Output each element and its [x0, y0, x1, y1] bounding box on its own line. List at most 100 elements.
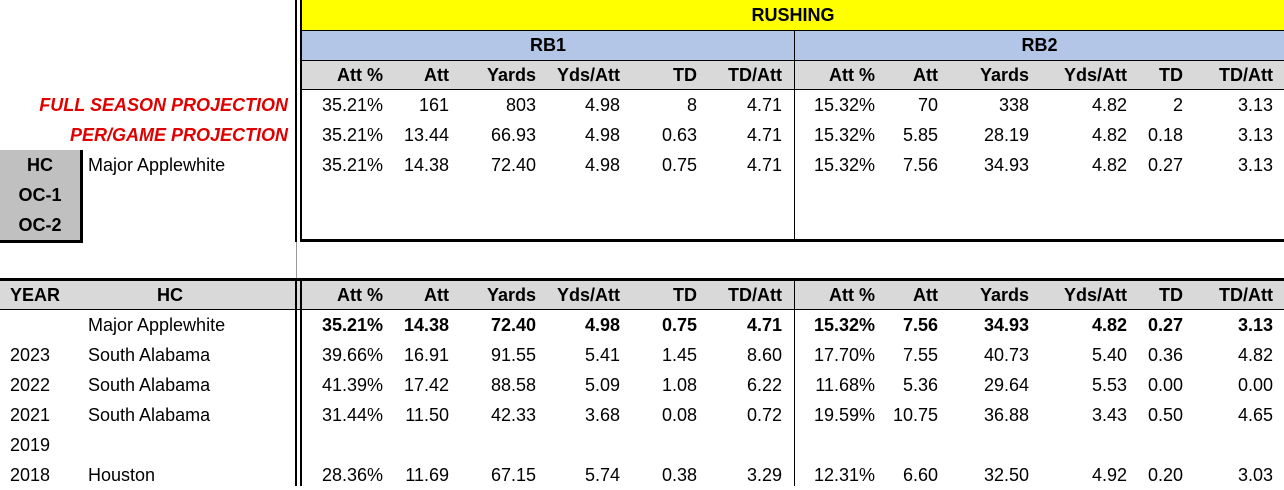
rb1-td-value: 0.75 — [661, 155, 697, 175]
rb1-yards-value: 88.58 — [490, 375, 536, 395]
rb1-att-value: 11.69 — [405, 465, 449, 485]
rb1-att-value: 17.42 — [403, 375, 449, 395]
history-head-coach — [88, 430, 300, 460]
rb1-yards-value: 67.15 — [490, 465, 536, 485]
rb2-td-value: 0.27 — [1147, 155, 1183, 175]
rb2-yards-value: 28.19 — [983, 125, 1029, 145]
rb2-att-pct-value: 19.59% — [813, 405, 875, 425]
rb2-yards-value — [939, 430, 1029, 460]
rb2-col-header-att: Att — [913, 285, 938, 305]
rb1-att-value: 16.91 — [403, 345, 449, 365]
rb2-yds-per-att-value: 4.82 — [1091, 125, 1127, 145]
oc1-role-label: OC-1 — [18, 185, 62, 205]
rb1-att-value — [359, 430, 449, 460]
rb1-td-value: 0.08 — [661, 405, 697, 425]
top-table-bottom-border — [300, 239, 1284, 242]
rb1-att-value: 14.38 — [403, 315, 449, 335]
rb1-td-value: 1.08 — [661, 375, 697, 395]
rb2-att-pct-value: 17.70% — [813, 345, 875, 365]
history-year: 2018 — [10, 465, 51, 485]
rb1-header: RB1 — [529, 35, 566, 55]
hc-column-header: HC — [157, 285, 183, 305]
rb1-att-value: 13.44 — [403, 125, 449, 145]
rb1-att-value: 161 — [418, 95, 449, 115]
rb1-col-header-att-pct: Att % — [337, 285, 383, 305]
rb1-td-per-att-value: 4.71 — [746, 155, 782, 175]
rb1-yards-value: 72.40 — [490, 315, 536, 335]
history-top-border — [0, 278, 1284, 281]
projection-label: PER/GAME PROJECTION — [69, 125, 288, 145]
rb2-td-value — [1093, 430, 1183, 460]
rb2-yards-value: 32.50 — [983, 465, 1029, 485]
rb2-att-pct-value: 15.32% — [813, 315, 875, 335]
rb1-td-per-att-value: 4.71 — [746, 95, 782, 115]
rb1-td-per-att-value: 4.71 — [746, 315, 782, 335]
main-divider-left — [295, 0, 297, 242]
rb1-td-per-att-value: 6.22 — [746, 375, 782, 395]
rb1-col-header-yds-per-att: Yds/Att — [557, 285, 620, 305]
rb1-yds-per-att-value: 3.68 — [584, 405, 620, 425]
rb2-td-value: 0.18 — [1147, 125, 1183, 145]
rb2-col-header-att-pct: Att % — [829, 285, 875, 305]
rb1-col-header-td-per-att: TD/Att — [728, 65, 782, 85]
rb1-td-value — [607, 430, 697, 460]
rb2-att-pct-value: 15.32% — [813, 155, 875, 175]
rb2-td-value: 0.20 — [1147, 465, 1183, 485]
rb2-col-header-yds-per-att: Yds/Att — [1064, 65, 1127, 85]
history-head-coach: South Alabama — [88, 405, 211, 425]
rb2-yards-value: 36.88 — [983, 405, 1029, 425]
rb1-att-pct-value: 35.21% — [321, 95, 383, 115]
rb1-att-pct-value: 35.21% — [321, 155, 383, 175]
coach-role-box — [0, 150, 83, 243]
rb2-td-per-att-value: 3.13 — [1237, 95, 1273, 115]
rb1-td-value: 0.75 — [661, 315, 697, 335]
rb2-td-value: 2 — [1172, 95, 1183, 115]
rb1-att-value: 11.50 — [405, 405, 449, 425]
rb2-col-header-att-pct: Att % — [829, 65, 875, 85]
history-year: 2019 — [10, 435, 51, 455]
rb1-td-per-att-value: 0.72 — [746, 405, 782, 425]
rb2-att-value: 5.85 — [902, 125, 938, 145]
rb1-col-header-att: Att — [424, 65, 449, 85]
rb1-col-header-yards: Yards — [486, 65, 536, 85]
rb2-yds-per-att-value: 5.53 — [1091, 375, 1127, 395]
rb1-col-header-yds-per-att: Yds/Att — [557, 65, 620, 85]
rb2-td-per-att-value: 4.65 — [1237, 405, 1273, 425]
rb2-att-pct-value: 15.32% — [813, 95, 875, 115]
divider-gap — [296, 242, 297, 278]
rb1-att-pct-value: 35.21% — [321, 125, 383, 145]
main-divider-right-history — [300, 278, 302, 486]
rb2-td-value: 0.36 — [1147, 345, 1183, 365]
rb2-td-per-att-value: 3.03 — [1237, 465, 1273, 485]
rb1-att-pct-value: 31.44% — [321, 405, 383, 425]
rb2-yards-value: 40.73 — [983, 345, 1029, 365]
coach-name: Major Applewhite — [88, 155, 226, 175]
rb2-yards-value: 29.64 — [983, 375, 1029, 395]
rb1-yds-per-att-value: 4.98 — [584, 95, 620, 115]
rb2-att-pct-value: 12.31% — [813, 465, 875, 485]
rushing-banner-bg — [302, 0, 1284, 31]
rb2-td-per-att-value: 3.13 — [1237, 155, 1273, 175]
rb1-yds-per-att-value: 5.74 — [584, 465, 620, 485]
history-year: 2023 — [10, 345, 51, 365]
history-year: 2021 — [10, 405, 51, 425]
main-divider-right — [300, 0, 302, 242]
rb2-att-pct-value: 15.32% — [813, 125, 875, 145]
rb2-att-value: 10.75 — [892, 405, 938, 425]
rb2-td-per-att-value: 3.13 — [1237, 315, 1273, 335]
rb2-att-value — [848, 430, 938, 460]
rb2-col-header-td-per-att: TD/Att — [1219, 285, 1273, 305]
rb2-col-header-td: TD — [1159, 285, 1183, 305]
rb2-col-header-yds-per-att: Yds/Att — [1064, 285, 1127, 305]
rb2-att-value: 70 — [917, 95, 938, 115]
rb1-col-header-td: TD — [673, 285, 697, 305]
main-divider-left-history — [295, 278, 297, 486]
history-head-coach: South Alabama — [88, 345, 211, 365]
rb1-att-pct-value: 28.36% — [321, 465, 383, 485]
rb2-yds-per-att-value: 4.82 — [1091, 315, 1127, 335]
year-column-header: YEAR — [10, 285, 61, 305]
rb1-td-value: 8 — [686, 95, 697, 115]
rb2-td-value: 0.00 — [1147, 375, 1183, 395]
rb2-yds-per-att-value: 5.40 — [1091, 345, 1127, 365]
rb-divider-history — [794, 280, 795, 486]
